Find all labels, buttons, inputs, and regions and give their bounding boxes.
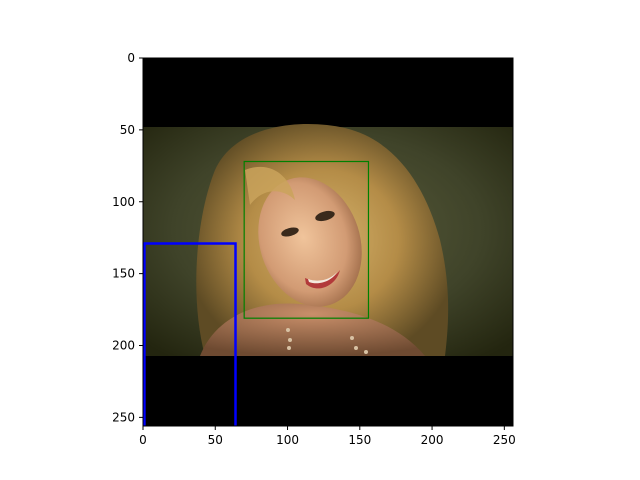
y-tick-label: 250 <box>112 410 135 424</box>
x-tick-label: 100 <box>276 433 299 447</box>
axes-frame <box>142 57 514 427</box>
x-tick-label: 200 <box>421 433 444 447</box>
hair-strand <box>245 166 295 205</box>
eye-right <box>315 210 335 222</box>
annotation-layer <box>143 160 370 426</box>
y-tick-label: 200 <box>112 339 135 353</box>
y-axis: 0 50 100 150 200 250 <box>112 51 143 424</box>
green-bounding-box <box>243 160 370 319</box>
necklace <box>286 328 368 354</box>
eye-left <box>281 227 299 237</box>
mouth <box>305 270 340 289</box>
face <box>258 177 362 307</box>
x-axis: 0 50 100 150 200 250 <box>139 426 516 447</box>
x-tick-label: 150 <box>348 433 371 447</box>
blue-bounding-box <box>143 242 237 426</box>
teeth <box>308 272 337 284</box>
shoulder <box>200 303 425 356</box>
x-tick-label: 250 <box>493 433 516 447</box>
y-tick-label: 150 <box>112 267 135 281</box>
y-tick-label: 50 <box>120 123 135 137</box>
x-tick-label: 50 <box>208 433 223 447</box>
y-tick-label: 100 <box>112 195 135 209</box>
y-tick-label: 0 <box>127 51 135 65</box>
x-tick-label: 0 <box>139 433 147 447</box>
photo-image <box>143 58 513 426</box>
